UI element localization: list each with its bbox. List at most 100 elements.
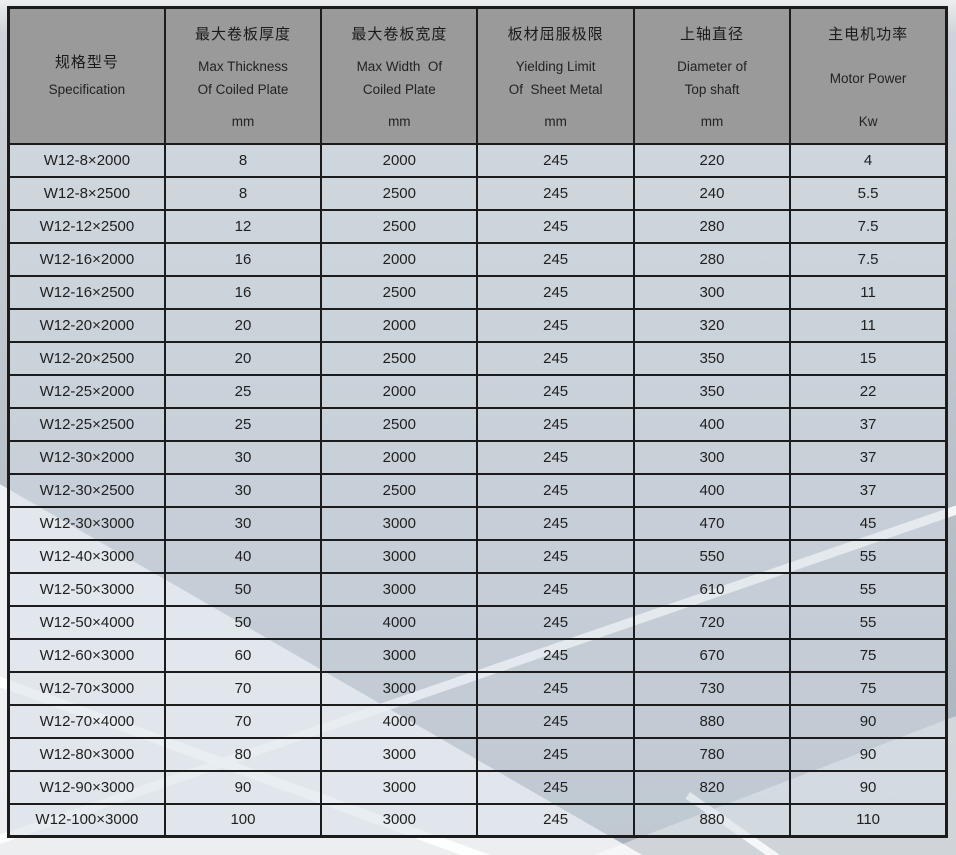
table-row: W12-40×3000 40 3000 245 550 55 xyxy=(7,538,948,574)
thickness-cell: 12 xyxy=(163,208,323,244)
shaft-diameter-cell: 880 xyxy=(632,802,792,838)
specification-table: 规格型号 Specification 最大卷板厚度 Max Thickness Of … xyxy=(7,6,948,838)
thickness-cell: 70 xyxy=(163,703,323,739)
header-content: 规格型号 Specification xyxy=(10,23,164,129)
table-row: W12-30×2000 30 2000 245 300 37 xyxy=(7,439,948,475)
thickness-cell: 100 xyxy=(163,802,323,838)
shaft-diameter-cell: 400 xyxy=(632,406,792,442)
header-content: 最大卷板厚度 Max Thickness Of Coiled Plate mm xyxy=(166,23,320,129)
thickness-cell: 25 xyxy=(163,406,323,442)
column-header-max-thickness: 最大卷板厚度 Max Thickness Of Coiled Plate mm xyxy=(163,6,323,145)
width-cell: 3000 xyxy=(320,637,479,673)
power-cell: 75 xyxy=(789,670,948,706)
header-label-en: Diameter of Top shaft xyxy=(677,59,747,97)
thickness-cell: 40 xyxy=(163,538,323,574)
width-cell: 2000 xyxy=(320,241,479,277)
width-cell: 2500 xyxy=(320,208,479,244)
thickness-cell: 60 xyxy=(163,637,323,673)
power-cell: 110 xyxy=(789,802,948,838)
power-cell: 55 xyxy=(789,571,948,607)
column-header-specification: 规格型号 Specification xyxy=(7,6,166,145)
width-cell: 3000 xyxy=(320,736,479,772)
yield-limit-cell: 245 xyxy=(476,439,635,475)
spec-cell: W12-20×2000 xyxy=(7,307,166,343)
thickness-cell: 8 xyxy=(163,175,323,211)
header-content: 最大卷板宽度 Max Width Of Coiled Plate mm xyxy=(322,23,476,129)
power-cell: 90 xyxy=(789,769,948,805)
shaft-diameter-cell: 610 xyxy=(632,571,792,607)
shaft-diameter-cell: 350 xyxy=(632,340,792,376)
width-cell: 4000 xyxy=(320,604,479,640)
power-cell: 37 xyxy=(789,439,948,475)
thickness-cell: 25 xyxy=(163,373,323,409)
yield-limit-cell: 245 xyxy=(476,175,635,211)
table-row: W12-60×3000 60 3000 245 670 75 xyxy=(7,637,948,673)
shaft-diameter-cell: 220 xyxy=(632,142,792,178)
width-cell: 3000 xyxy=(320,670,479,706)
spec-cell: W12-25×2000 xyxy=(7,373,166,409)
thickness-cell: 20 xyxy=(163,340,323,376)
yield-limit-cell: 245 xyxy=(476,505,635,541)
power-cell: 45 xyxy=(789,505,948,541)
shaft-diameter-cell: 300 xyxy=(632,274,792,310)
yield-limit-cell: 245 xyxy=(476,241,635,277)
spec-cell: W12-30×2000 xyxy=(7,439,166,475)
power-cell: 22 xyxy=(789,373,948,409)
column-header-max-width: 最大卷板宽度 Max Width Of Coiled Plate mm xyxy=(320,6,479,145)
spec-cell: W12-12×2500 xyxy=(7,208,166,244)
header-label-zh: 板材屈服极限 xyxy=(507,25,604,43)
table-row: W12-30×2500 30 2500 245 400 37 xyxy=(7,472,948,508)
yield-limit-cell: 245 xyxy=(476,307,635,343)
table-row: W12-70×4000 70 4000 245 880 90 xyxy=(7,703,948,739)
header-label-zh: 最大卷板厚度 xyxy=(194,25,291,43)
table-row: W12-12×2500 12 2500 245 280 7.5 xyxy=(7,208,948,244)
table-row: W12-8×2000 8 2000 245 220 4 xyxy=(7,142,948,178)
thickness-cell: 30 xyxy=(163,439,323,475)
width-cell: 2500 xyxy=(320,406,479,442)
yield-limit-cell: 245 xyxy=(476,571,635,607)
table-row: W12-80×3000 80 3000 245 780 90 xyxy=(7,736,948,772)
thickness-cell: 70 xyxy=(163,670,323,706)
shaft-diameter-cell: 400 xyxy=(632,472,792,508)
thickness-cell: 30 xyxy=(163,472,323,508)
header-label-en: Specification xyxy=(48,81,126,97)
column-header-top-shaft-diameter: 上轴直径 Diameter of Top shaft mm xyxy=(632,6,792,145)
table-body: W12-8×2000 8 2000 245 220 4 W12-8×2500 8 2500 245… xyxy=(7,142,948,838)
width-cell: 2500 xyxy=(320,472,479,508)
table-row: W12-8×2500 8 2500 245 240 5.5 xyxy=(7,175,948,211)
power-cell: 5.5 xyxy=(789,175,948,211)
table-row: W12-30×3000 30 3000 245 470 45 xyxy=(7,505,948,541)
table-row: W12-50×4000 50 4000 245 720 55 xyxy=(7,604,948,640)
spec-cell: W12-50×4000 xyxy=(7,604,166,640)
yield-limit-cell: 245 xyxy=(476,340,635,376)
spec-cell: W12-40×3000 xyxy=(7,538,166,574)
spec-cell: W12-100×3000 xyxy=(7,802,166,838)
shaft-diameter-cell: 880 xyxy=(632,703,792,739)
spec-cell: W12-25×2500 xyxy=(7,406,166,442)
shaft-diameter-cell: 730 xyxy=(632,670,792,706)
yield-limit-cell: 245 xyxy=(476,406,635,442)
spec-cell: W12-70×4000 xyxy=(7,703,166,739)
shaft-diameter-cell: 300 xyxy=(632,439,792,475)
shaft-diameter-cell: 280 xyxy=(632,208,792,244)
power-cell: 7.5 xyxy=(789,241,948,277)
shaft-diameter-cell: 720 xyxy=(632,604,792,640)
yield-limit-cell: 245 xyxy=(476,769,635,805)
table-row: W12-16×2500 16 2500 245 300 11 xyxy=(7,274,948,310)
power-cell: 90 xyxy=(789,736,948,772)
shaft-diameter-cell: 280 xyxy=(632,241,792,277)
spec-cell: W12-60×3000 xyxy=(7,637,166,673)
table-row: W12-50×3000 50 3000 245 610 55 xyxy=(7,571,948,607)
spec-cell: W12-8×2500 xyxy=(7,175,166,211)
header-label-en: Motor Power xyxy=(829,70,907,86)
header-unit: mm xyxy=(700,113,724,129)
width-cell: 3000 xyxy=(320,505,479,541)
yield-limit-cell: 245 xyxy=(476,472,635,508)
table-row: W12-20×2500 20 2500 245 350 15 xyxy=(7,340,948,376)
shaft-diameter-cell: 240 xyxy=(632,175,792,211)
thickness-cell: 50 xyxy=(163,571,323,607)
header-unit: mm xyxy=(231,113,255,129)
yield-limit-cell: 245 xyxy=(476,142,635,178)
yield-limit-cell: 245 xyxy=(476,604,635,640)
